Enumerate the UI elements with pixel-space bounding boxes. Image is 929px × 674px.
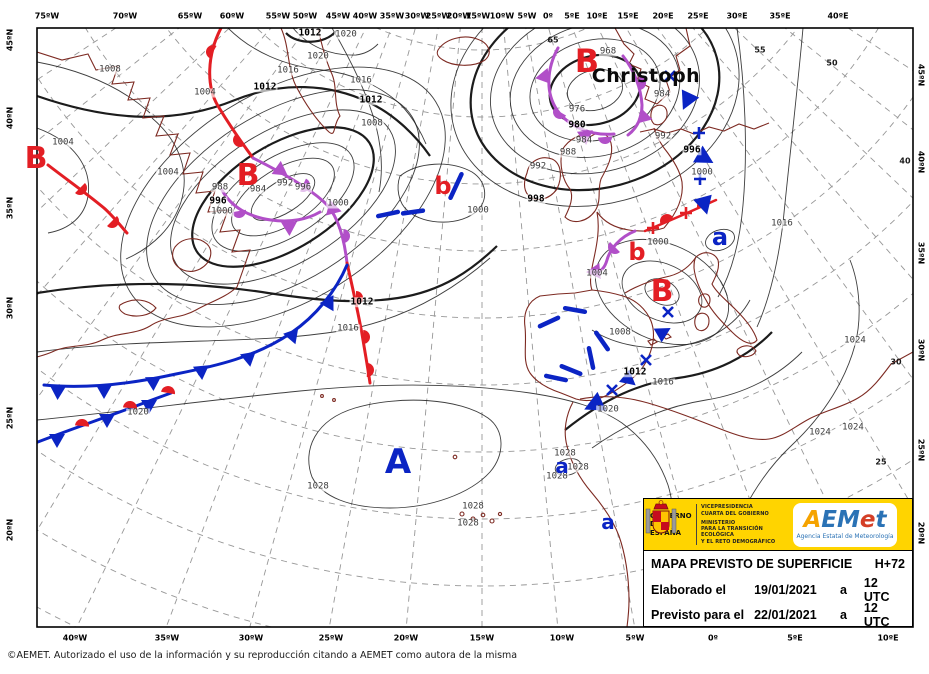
aemet-letter: E: [821, 507, 838, 533]
front-occluded-newfoundland-arc: [220, 188, 322, 236]
aemet-subtitle: Agencia Estatal de Meteorología: [796, 533, 894, 540]
valid-row: Previsto para el 22/01/2021 a 12 UTC: [651, 600, 890, 629]
copyright-notice: ©AEMET. Autorizado el uso de la informac…: [7, 650, 518, 661]
trough-dash: [594, 330, 610, 352]
front-occluded-christoph-west: [535, 46, 616, 145]
legend-box: GOBIERNODE ESPAÑA VICEPRESIDENCIACUARTA …: [643, 498, 913, 629]
legend-title: MAPA PREVISTO DE SUPERFICIE: [651, 557, 853, 571]
trough-dash: [559, 364, 583, 376]
front-symbol-triangle: [693, 145, 714, 164]
trough-dash: [375, 209, 401, 219]
aemet-letter: A: [803, 507, 822, 533]
ministry-text: VICEPRESIDENCIA CUARTA DEL GOBIERNO MINIST…: [696, 504, 789, 545]
front-symbol-triangle: [681, 89, 700, 110]
trough-dash: [537, 315, 561, 329]
aemet-letter: e: [859, 507, 876, 533]
front-occluded-biscay: [586, 229, 637, 279]
trough-dash: [448, 171, 464, 201]
ministry-line: CUARTA DEL GOBIERNO: [701, 510, 769, 517]
front-symbol-plus: [680, 207, 692, 219]
issued-row: Elaborado el 19/01/2021 a 12 UTC: [651, 575, 890, 604]
front-symbol-cross: [640, 354, 652, 366]
aemet-letter: M: [837, 507, 860, 533]
ministry-line: MINISTERIO: [701, 519, 736, 526]
front-symbol-triangle: [693, 194, 712, 215]
front-warm-central-atlantic: [345, 261, 374, 385]
aemet-logo: AEMet Agencia Estatal de Meteorología: [793, 502, 897, 547]
front-symbol-triangle: [653, 328, 671, 343]
front-symbol-cross: [664, 70, 676, 82]
trough-dash: [586, 345, 596, 371]
front-occluded-christoph-east: [621, 54, 653, 137]
front-symbol-triangle: [619, 369, 636, 386]
spain-coat-of-arms: [645, 500, 677, 534]
front-warm-far-west: [46, 163, 129, 235]
front-symbol-cross: [606, 384, 618, 396]
front-symbol-plus: [647, 222, 659, 234]
aemet-wordmark: AEMet: [803, 509, 886, 532]
front-warm-northwest: [206, 28, 255, 160]
forecast-horizon: H+72: [874, 557, 905, 571]
front-stationary-southwest: [37, 386, 175, 448]
trough-dash: [543, 373, 569, 383]
gov-banner: GOBIERNODE ESPAÑA VICEPRESIDENCIACUARTA …: [644, 499, 912, 551]
fronts: [37, 28, 718, 448]
front-symbol-cross: [662, 306, 674, 318]
ministry-line: Y EL RETO DEMOGRÁFICO: [701, 538, 776, 545]
front-symbol-plus: [694, 173, 706, 185]
trough-dash: [562, 306, 588, 314]
map-border: [36, 27, 914, 628]
ministry-line: PARA LA TRANSICIÓN ECOLÓGICA: [701, 526, 763, 539]
aemet-letter: t: [875, 507, 887, 533]
ministry-line: VICEPRESIDENCIA: [701, 504, 753, 511]
front-symbols-layer: [375, 70, 714, 411]
trough-dash: [400, 208, 426, 216]
front-symbol-plus: [693, 127, 705, 139]
front-cold-atlantic: [42, 263, 349, 400]
